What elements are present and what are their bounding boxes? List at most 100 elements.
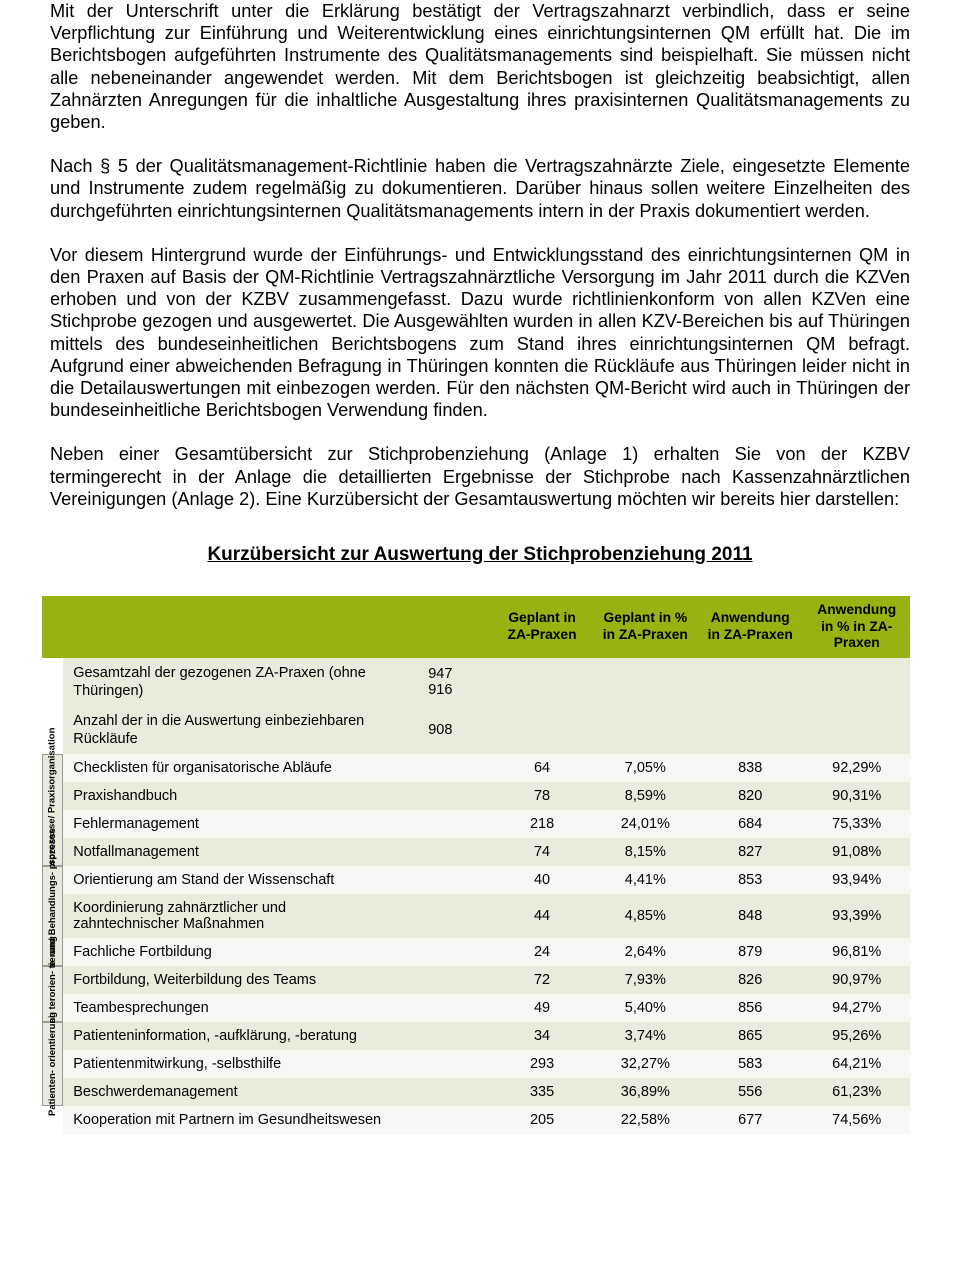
meta-total-values: 947 916 — [390, 658, 490, 706]
row-gp: 8,59% — [594, 782, 697, 810]
row-g: 78 — [490, 782, 593, 810]
row-name: Praxishandbuch — [63, 782, 390, 810]
row-ap: 93,94% — [803, 866, 910, 894]
row-ap: 96,81% — [803, 938, 910, 966]
table-header-row: Geplant in ZA-Praxen Geplant in % in ZA-… — [42, 596, 910, 658]
row-ap: 75,33% — [803, 810, 910, 838]
row-a: 879 — [697, 938, 803, 966]
row-a: 826 — [697, 966, 803, 994]
row-a: 865 — [697, 1022, 803, 1050]
row-a: 848 — [697, 894, 803, 938]
row-name: Beschwerdemanagement — [63, 1078, 390, 1106]
row-ap: 74,56% — [803, 1106, 910, 1134]
row-ap: 91,08% — [803, 838, 910, 866]
paragraph-1: Mit der Unterschrift unter die Erklärung… — [50, 0, 910, 133]
row-gp: 4,41% — [594, 866, 697, 894]
meta-total-v2: 916 — [398, 682, 482, 698]
table-row: Beschwerdemanagement 335 36,89% 556 61,2… — [42, 1078, 910, 1106]
summary-table-wrap: Geplant in ZA-Praxen Geplant in % in ZA-… — [42, 596, 910, 1134]
row-name: Patientenmitwirkung, -selbsthilfe — [63, 1050, 390, 1078]
row-gp: 2,64% — [594, 938, 697, 966]
row-a: 677 — [697, 1106, 803, 1134]
table-row: Diagnose- und Behandlungs- prozesse Orie… — [42, 866, 910, 894]
table-heading: Kurzübersicht zur Auswertung der Stichpr… — [50, 544, 910, 566]
row-ap: 61,23% — [803, 1078, 910, 1106]
paragraph-3: Vor diesem Hintergrund wurde der Einführ… — [50, 244, 910, 422]
table-row: Patienten- orientierung Patienteninforma… — [42, 1022, 910, 1050]
row-gp: 3,74% — [594, 1022, 697, 1050]
meta-row-ruecklaeufe: Anzahl der in die Auswertung einbeziehba… — [42, 706, 910, 754]
row-name: Orientierung am Stand der Wissenschaft — [63, 866, 390, 894]
row-ap: 93,39% — [803, 894, 910, 938]
cat4-text: Patienten- orientierung — [48, 1012, 58, 1116]
table-row: Arbeitsprozesse/ Praxisorganisation Chec… — [42, 754, 910, 782]
row-a: 583 — [697, 1050, 803, 1078]
header-name-spacer — [63, 596, 390, 658]
row-a: 684 — [697, 810, 803, 838]
header-geplant-pct: Geplant in % in ZA-Praxen — [594, 596, 697, 658]
table-row: Koordinierung zahnärztlicher und zahntec… — [42, 894, 910, 938]
row-ap: 92,29% — [803, 754, 910, 782]
row-gp: 5,40% — [594, 994, 697, 1022]
row-gp: 32,27% — [594, 1050, 697, 1078]
table-row: Mitarbei- terorien- tierung Fortbildung,… — [42, 966, 910, 994]
row-name: Kooperation mit Partnern im Gesundheitsw… — [63, 1106, 390, 1134]
row-name: Checklisten für organisatorische Abläufe — [63, 754, 390, 782]
row-name: Patienteninformation, -aufklärung, -bera… — [63, 1022, 390, 1050]
row-name: Koordinierung zahnärztlicher und zahntec… — [63, 894, 390, 938]
row-a: 827 — [697, 838, 803, 866]
meta-total-v1: 947 — [398, 666, 482, 682]
row-g: 218 — [490, 810, 593, 838]
row-gp: 7,05% — [594, 754, 697, 782]
header-geplant: Geplant in ZA-Praxen — [490, 596, 593, 658]
meta-rl-value: 908 — [390, 706, 490, 754]
row-a: 556 — [697, 1078, 803, 1106]
row-name: Notfallmanagement — [63, 838, 390, 866]
category-label-4: Patienten- orientierung — [42, 1022, 63, 1106]
paragraph-4: Neben einer Gesamtübersicht zur Stichpro… — [50, 443, 910, 510]
row-g: 44 — [490, 894, 593, 938]
row-g: 64 — [490, 754, 593, 782]
row-gp: 24,01% — [594, 810, 697, 838]
row-ap: 90,31% — [803, 782, 910, 810]
row-ap: 95,26% — [803, 1022, 910, 1050]
row-ap: 90,97% — [803, 966, 910, 994]
row-ap: 64,21% — [803, 1050, 910, 1078]
row-g: 34 — [490, 1022, 593, 1050]
table-row: Fehlermanagement 218 24,01% 684 75,33% — [42, 810, 910, 838]
meta-rl-label: Anzahl der in die Auswertung einbeziehba… — [63, 706, 390, 754]
row-name: Fehlermanagement — [63, 810, 390, 838]
paragraph-2: Nach § 5 der Qualitätsmanagement-Richtli… — [50, 155, 910, 222]
table-row: Teambesprechungen 49 5,40% 856 94,27% — [42, 994, 910, 1022]
row-a: 853 — [697, 866, 803, 894]
header-anwendung-pct: Anwendung in % in ZA-Praxen — [803, 596, 910, 658]
row-gp: 4,85% — [594, 894, 697, 938]
row-g: 40 — [490, 866, 593, 894]
table-row: Notfallmanagement 74 8,15% 827 91,08% — [42, 838, 910, 866]
row-gp: 22,58% — [594, 1106, 697, 1134]
document-page: Mit der Unterschrift unter die Erklärung… — [0, 0, 960, 1174]
row-g: 24 — [490, 938, 593, 966]
row-g: 335 — [490, 1078, 593, 1106]
row-name: Fortbildung, Weiterbildung des Teams — [63, 966, 390, 994]
table-row: Praxishandbuch 78 8,59% 820 90,31% — [42, 782, 910, 810]
table-row: Fachliche Fortbildung 24 2,64% 879 96,81… — [42, 938, 910, 966]
row-gp: 36,89% — [594, 1078, 697, 1106]
row-gp: 8,15% — [594, 838, 697, 866]
row-gp: 7,93% — [594, 966, 697, 994]
row-name: Teambesprechungen — [63, 994, 390, 1022]
row-g: 293 — [490, 1050, 593, 1078]
summary-table: Geplant in ZA-Praxen Geplant in % in ZA-… — [42, 596, 910, 1134]
table-row: Kooperation mit Partnern im Gesundheitsw… — [42, 1106, 910, 1134]
header-category-spacer — [42, 596, 63, 658]
row-name: Fachliche Fortbildung — [63, 938, 390, 966]
row-a: 820 — [697, 782, 803, 810]
table-row: Patientenmitwirkung, -selbsthilfe 293 32… — [42, 1050, 910, 1078]
row-g: 74 — [490, 838, 593, 866]
row-g: 72 — [490, 966, 593, 994]
meta-row-total: Gesamtzahl der gezogenen ZA-Praxen (ohne… — [42, 658, 910, 706]
row-ap: 94,27% — [803, 994, 910, 1022]
header-anwendung: Anwendung in ZA-Praxen — [697, 596, 803, 658]
header-empty — [390, 596, 490, 658]
meta-total-label: Gesamtzahl der gezogenen ZA-Praxen (ohne… — [63, 658, 390, 706]
